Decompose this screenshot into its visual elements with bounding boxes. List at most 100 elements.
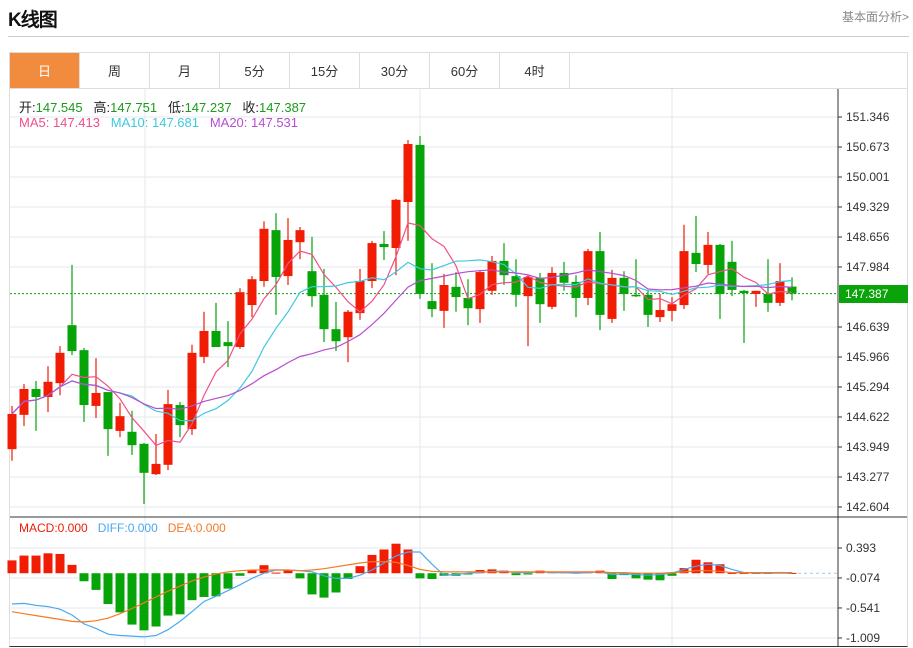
tab-day[interactable]: 日 [10, 53, 80, 88]
price-tick-label: 145.294 [846, 380, 890, 394]
macd-bar-negative [511, 573, 521, 576]
candle-up [187, 352, 197, 430]
price-tick-label: 149.329 [846, 200, 890, 214]
tab-4hour[interactable]: 4时 [500, 53, 570, 88]
tab-60min[interactable]: 60分 [430, 53, 500, 88]
open-value: 147.545 [35, 100, 83, 115]
price-tick-label: 143.277 [846, 470, 890, 484]
ma5-value: MA5: 147.413 [19, 115, 100, 130]
candle-down [787, 286, 797, 294]
price-tick-label: 145.966 [846, 350, 890, 364]
candle-up [247, 279, 257, 306]
candle-up [751, 290, 761, 294]
price-tick-label: 146.639 [846, 320, 890, 334]
candle-up [295, 230, 305, 243]
tab-month[interactable]: 月 [150, 53, 220, 88]
price-tick-label: 147.984 [846, 260, 890, 274]
macd-bar-negative [139, 573, 149, 631]
ma20-value: MA20: 147.531 [209, 115, 299, 130]
candle-down [619, 277, 629, 294]
macd-bar-negative [151, 573, 161, 627]
candle-down [307, 271, 317, 297]
close-value: 147.387 [259, 100, 307, 115]
price-tick-label: 150.001 [846, 170, 890, 184]
macd-bar-positive [247, 570, 257, 574]
macd-bar-positive [67, 564, 77, 574]
page-title: K线图 [8, 10, 58, 31]
macd-bar-negative [655, 573, 665, 581]
candle-up [43, 381, 53, 397]
candle-down [559, 272, 569, 283]
macd-bar-positive [739, 572, 749, 574]
candle-up [115, 416, 125, 431]
candle-down [139, 443, 149, 473]
dea-value: DEA:0.000 [167, 521, 226, 535]
macd-bar-negative [91, 573, 101, 590]
candle-down [427, 301, 437, 310]
macd-bar-positive [679, 568, 689, 574]
candle-up [151, 463, 161, 475]
tab-5min[interactable]: 5分 [220, 53, 290, 88]
macd-bar-negative [319, 573, 329, 598]
candle-up [655, 309, 665, 318]
candle-down [727, 261, 737, 290]
macd-bar-positive [727, 572, 737, 574]
candle-down [67, 325, 77, 352]
ma20-line [11, 269, 793, 415]
candle-up [391, 199, 401, 248]
macd-tick-label: -1.009 [846, 631, 880, 645]
candle-down [223, 342, 233, 347]
diff-line [11, 551, 792, 638]
candle-down [739, 290, 749, 294]
macd-bar-negative [427, 573, 437, 580]
macd-bar-positive [367, 554, 377, 574]
low-value: 147.237 [184, 100, 232, 115]
macd-bar-positive [283, 570, 293, 574]
dea-line [11, 561, 792, 623]
kline-chart-frame [9, 88, 908, 647]
candle-down [211, 330, 221, 348]
macd-bar-negative [643, 573, 653, 580]
price-tick-label: 143.949 [846, 440, 890, 454]
candle-down [691, 252, 701, 265]
tab-week[interactable]: 周 [80, 53, 150, 88]
candle-up [283, 239, 293, 277]
candle-up [355, 280, 365, 314]
macd-bar-negative [343, 573, 353, 580]
candle-up [199, 330, 209, 357]
macd-bar-negative [103, 573, 113, 605]
ma5-line [11, 222, 793, 447]
candle-down [643, 294, 653, 315]
candle-down [463, 297, 473, 309]
candle-up [703, 244, 713, 265]
candle-down [415, 144, 425, 294]
macd-bar-negative [79, 573, 89, 582]
candle-down [763, 293, 773, 303]
low-label: 低: [167, 100, 185, 115]
candle-up [607, 277, 617, 319]
candle-down [535, 277, 545, 305]
price-tick-label: 151.346 [846, 110, 890, 124]
macd-bar-negative [187, 573, 197, 601]
candle-up [667, 304, 677, 311]
macd-bar-negative [199, 573, 209, 597]
period-tabs: 日 周 月 5分 15分 30分 60分 4时 [9, 52, 908, 88]
tab-30min[interactable]: 30分 [360, 53, 430, 88]
tab-15min[interactable]: 15分 [290, 53, 360, 88]
candle-down [31, 388, 41, 397]
candle-up [475, 272, 485, 310]
candle-down [175, 405, 185, 426]
fundamental-analysis-link[interactable]: 基本面分析> [841, 10, 909, 24]
macd-bar-positive [703, 562, 713, 574]
macd-bar-negative [463, 573, 473, 575]
high-label: 高: [93, 100, 111, 115]
macd-bar-positive [43, 553, 53, 574]
macd-bar-negative [631, 573, 641, 579]
macd-bar-negative [163, 573, 173, 616]
candle-up [259, 228, 269, 281]
macd-bar-positive [19, 555, 29, 574]
price-tick-label: 150.673 [846, 140, 890, 154]
macd-bar-positive [355, 566, 365, 574]
macd-bar-negative [127, 573, 137, 625]
